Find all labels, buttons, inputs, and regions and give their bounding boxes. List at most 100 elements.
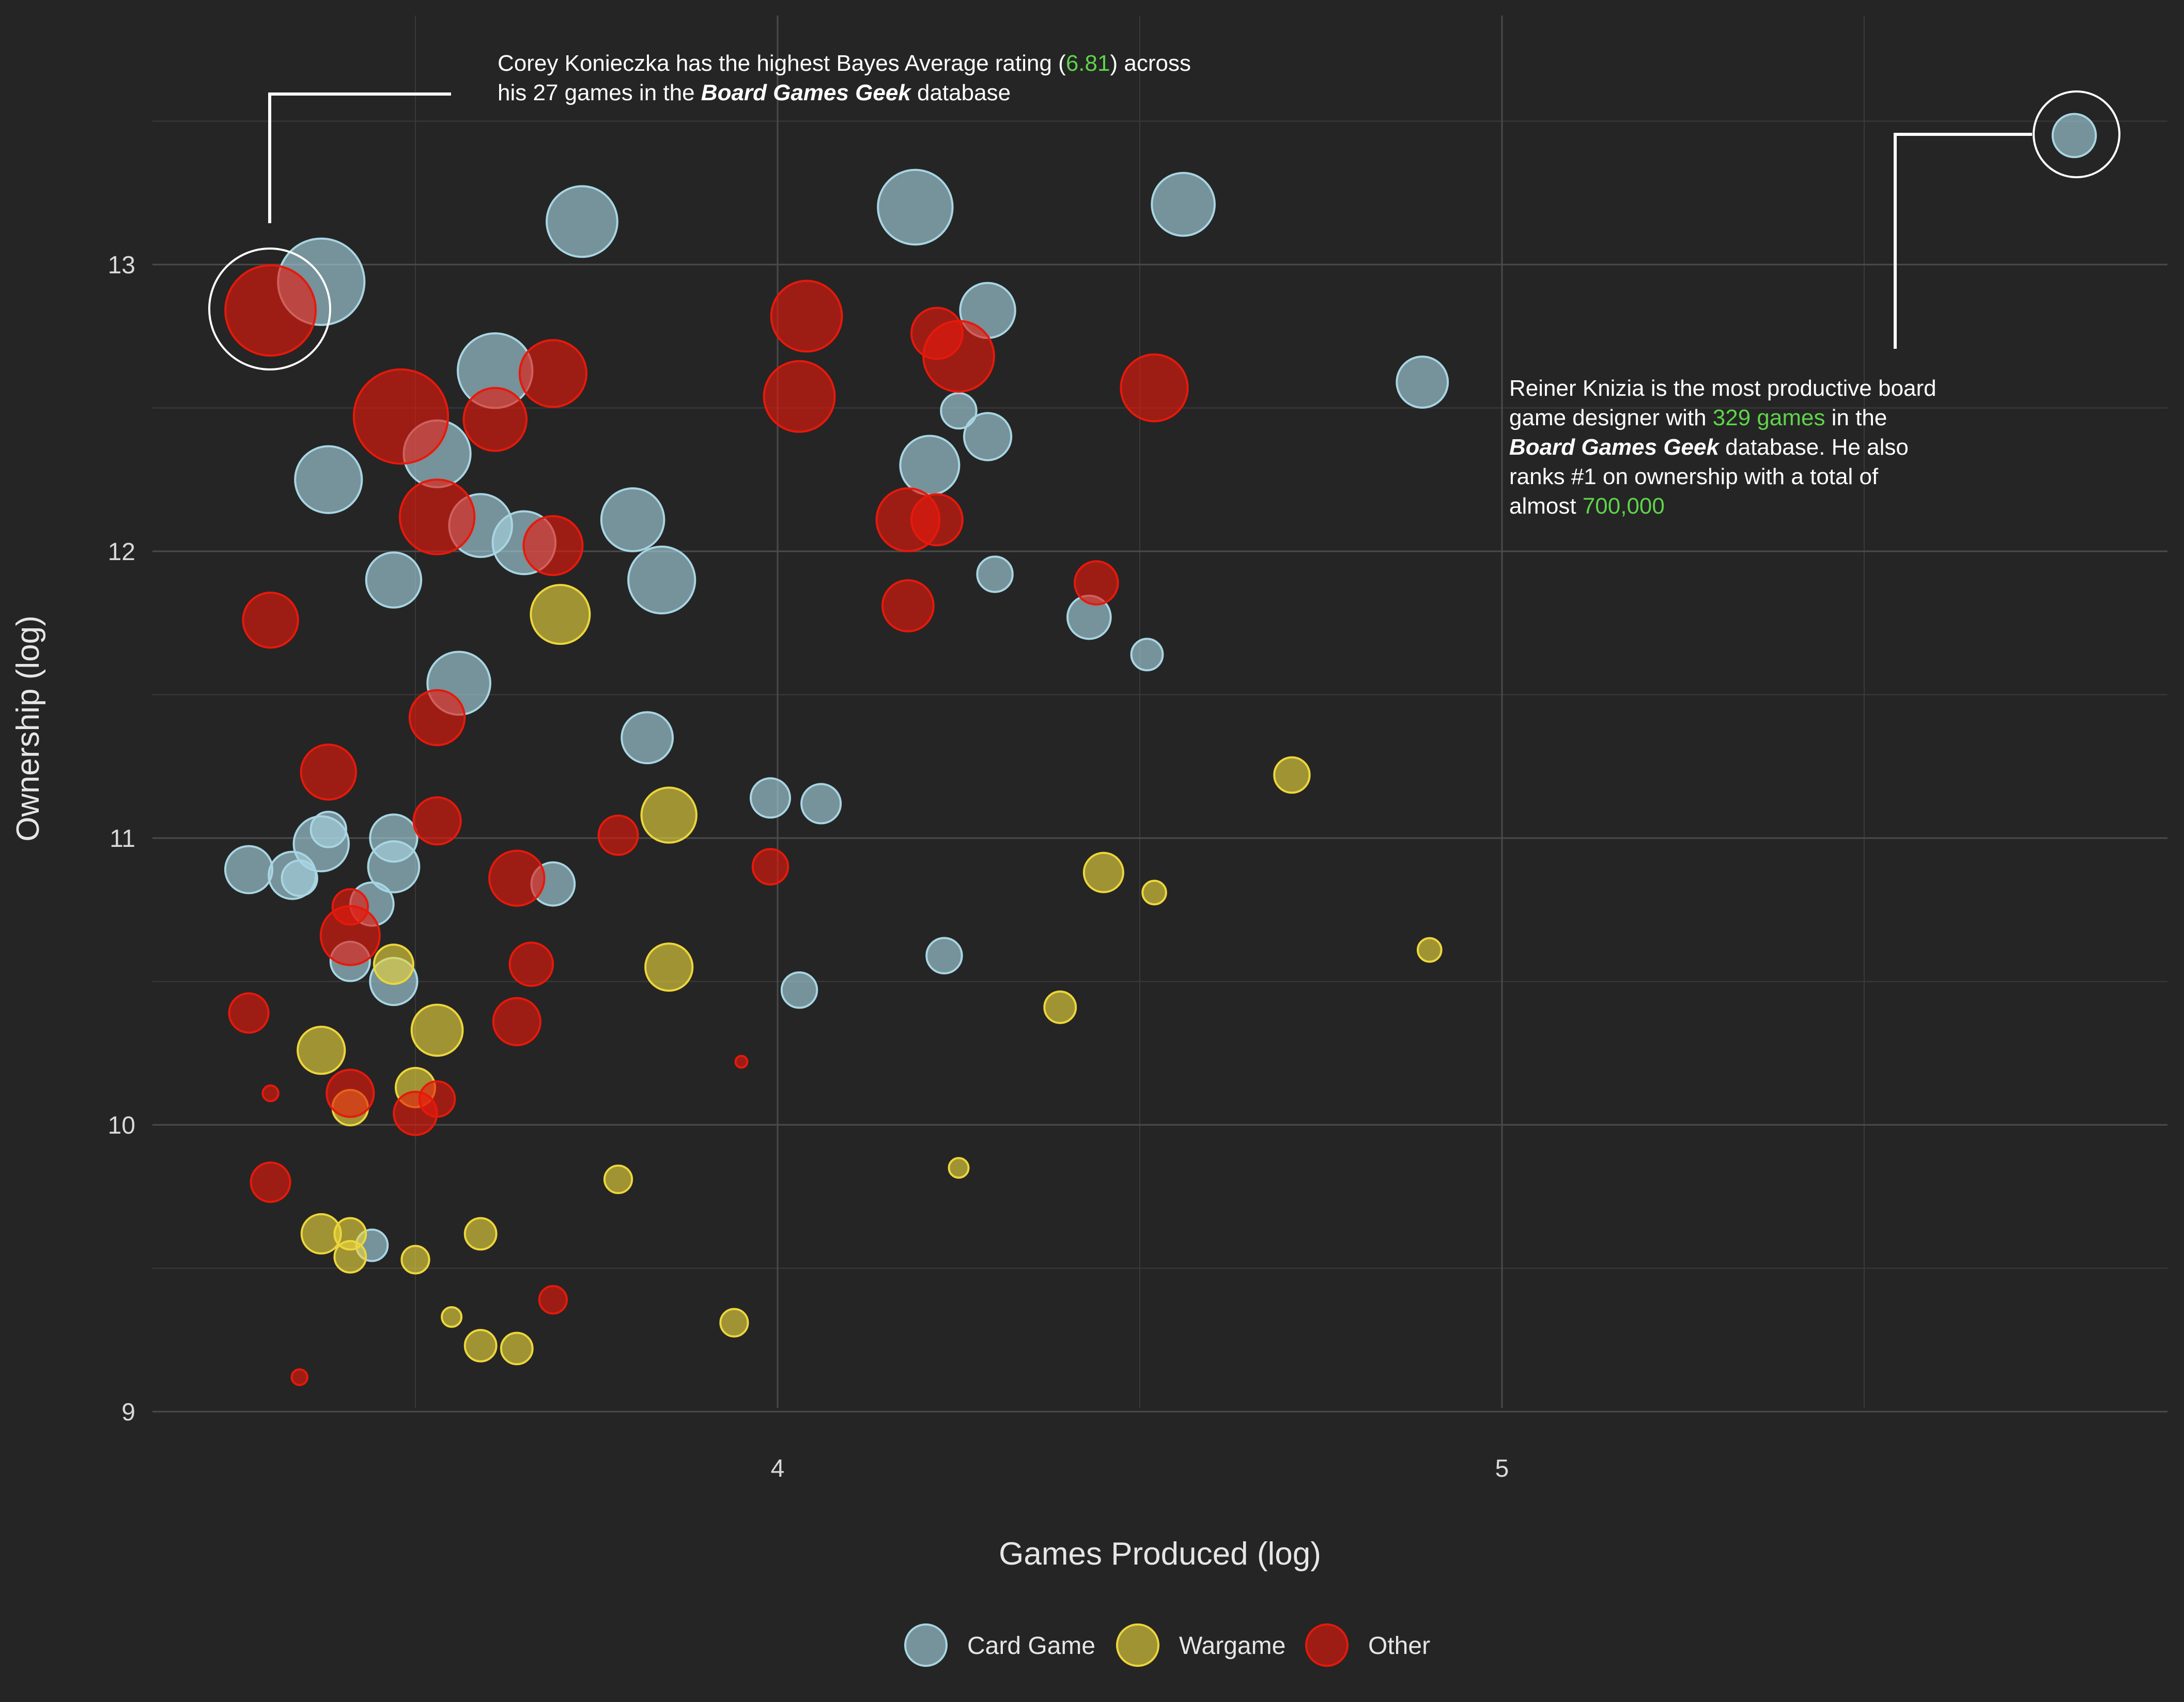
point-other (508, 941, 554, 987)
point-card-game (749, 777, 791, 819)
callout-line-konieczka (268, 92, 451, 223)
point-card-game (963, 412, 1013, 461)
point-other (922, 320, 995, 393)
y-tick-labels: 9 10 11 12 13 (108, 252, 135, 1426)
grid-minor (152, 16, 2167, 1408)
annotation-knizia-line1: Reiner Knizia is the most productive boa… (1509, 376, 1937, 401)
point-other (352, 368, 450, 465)
point-other (751, 848, 789, 886)
point-card-game (780, 971, 818, 1009)
point-other (538, 1285, 568, 1315)
point-card-game (800, 783, 842, 825)
point-wargame (400, 1245, 430, 1275)
point-wargame (410, 1003, 464, 1057)
point-other (881, 579, 935, 632)
callout-line-knizia (1894, 133, 2032, 349)
point-wargame (441, 1306, 463, 1328)
annotation-knizia-line5: almost 700,000 (1509, 491, 2129, 521)
point-other (224, 264, 317, 357)
point-wargame (530, 584, 591, 645)
point-card-game (294, 445, 363, 514)
point-card-game (546, 185, 618, 258)
annotation-konieczka: Corey Konieczka has the highest Bayes Av… (498, 49, 1324, 107)
y-tick-label: 13 (108, 252, 135, 279)
point-card-game (940, 392, 978, 430)
point-other (1074, 560, 1119, 606)
point-card-game (1130, 638, 1164, 672)
point-other (242, 592, 299, 649)
point-other (418, 1080, 456, 1118)
point-card-game (365, 551, 423, 609)
annotation-knizia-line3: Board Games Geek database. He also (1509, 432, 2129, 462)
annotation-text: database (910, 80, 1011, 105)
bgg-name: Board Games Geek (1509, 435, 1719, 460)
point-other (518, 339, 587, 408)
point-wargame (1273, 756, 1311, 794)
annotation-konieczka-line2: his 27 games in the Board Games Geek dat… (498, 78, 1324, 107)
point-card-game (976, 555, 1014, 593)
annotation-text: almost (1509, 493, 1583, 519)
point-card-game (925, 937, 963, 974)
point-other (1120, 353, 1189, 423)
point-other (412, 796, 462, 846)
point-other (763, 360, 836, 433)
point-wargame (644, 942, 694, 992)
point-other (326, 1069, 375, 1118)
point-other (462, 386, 528, 452)
point-wargame (603, 1164, 633, 1195)
point-other (522, 515, 584, 576)
point-card-game (367, 840, 421, 893)
legend-label-card-game: Card Game (967, 1632, 1095, 1660)
point-other (290, 1368, 308, 1386)
point-wargame (1043, 991, 1077, 1024)
point-card-game (600, 487, 665, 552)
annotation-text: his 27 games in the (498, 80, 701, 105)
point-other (492, 997, 541, 1046)
legend: Card Game Wargame Other (904, 1623, 1430, 1667)
point-card-game (899, 435, 961, 496)
point-card-game (1151, 172, 1216, 237)
point-card-game (1396, 355, 1449, 409)
point-card-game (224, 845, 274, 894)
point-wargame (1082, 852, 1124, 893)
y-tick-label: 9 (121, 1399, 135, 1426)
point-wargame (1141, 879, 1167, 906)
point-card-game (627, 545, 696, 615)
point-other (228, 992, 270, 1034)
annotation-text: database. He also (1718, 435, 1909, 460)
x-tick-label: 4 (771, 1455, 785, 1482)
point-wargame (719, 1308, 749, 1338)
annotation-text: game designer with (1509, 405, 1713, 430)
y-tick-label: 12 (108, 538, 135, 566)
highlight-ring-knizia (2033, 90, 2120, 178)
grid-major (152, 16, 2167, 1413)
point-wargame (373, 943, 414, 985)
point-wargame (463, 1217, 498, 1251)
annotation-knizia-line4: ranks #1 on ownership with a total of (1509, 464, 1879, 489)
rating-value: 6.81 (1065, 51, 1110, 76)
point-card-game (2051, 113, 2097, 159)
highlight-markers (208, 90, 2120, 370)
ownership-value: 700,000 (1582, 493, 1665, 519)
x-tick-label: 5 (1495, 1455, 1509, 1482)
annotation-text: Corey Konieczka has the highest Bayes Av… (498, 51, 1066, 76)
point-wargame (333, 1240, 367, 1274)
legend-swatch-card-game (904, 1623, 948, 1667)
point-other (408, 689, 466, 747)
y-tick-label: 11 (110, 825, 135, 853)
legend-swatch-wargame (1116, 1623, 1159, 1667)
point-card-game (621, 711, 674, 765)
y-axis-title: Ownership (log) (10, 615, 46, 842)
point-other (488, 849, 546, 907)
point-wargame (948, 1157, 970, 1179)
point-other (770, 280, 843, 353)
annotation-text: in the (1825, 405, 1887, 430)
point-wargame (297, 1026, 346, 1075)
annotation-knizia: Reiner Knizia is the most productive boa… (1509, 374, 2129, 521)
point-wargame (1417, 937, 1443, 963)
point-wargame (640, 786, 698, 844)
games-count-value: 329 games (1712, 405, 1825, 430)
highlight-ring-konieczka (208, 247, 331, 370)
